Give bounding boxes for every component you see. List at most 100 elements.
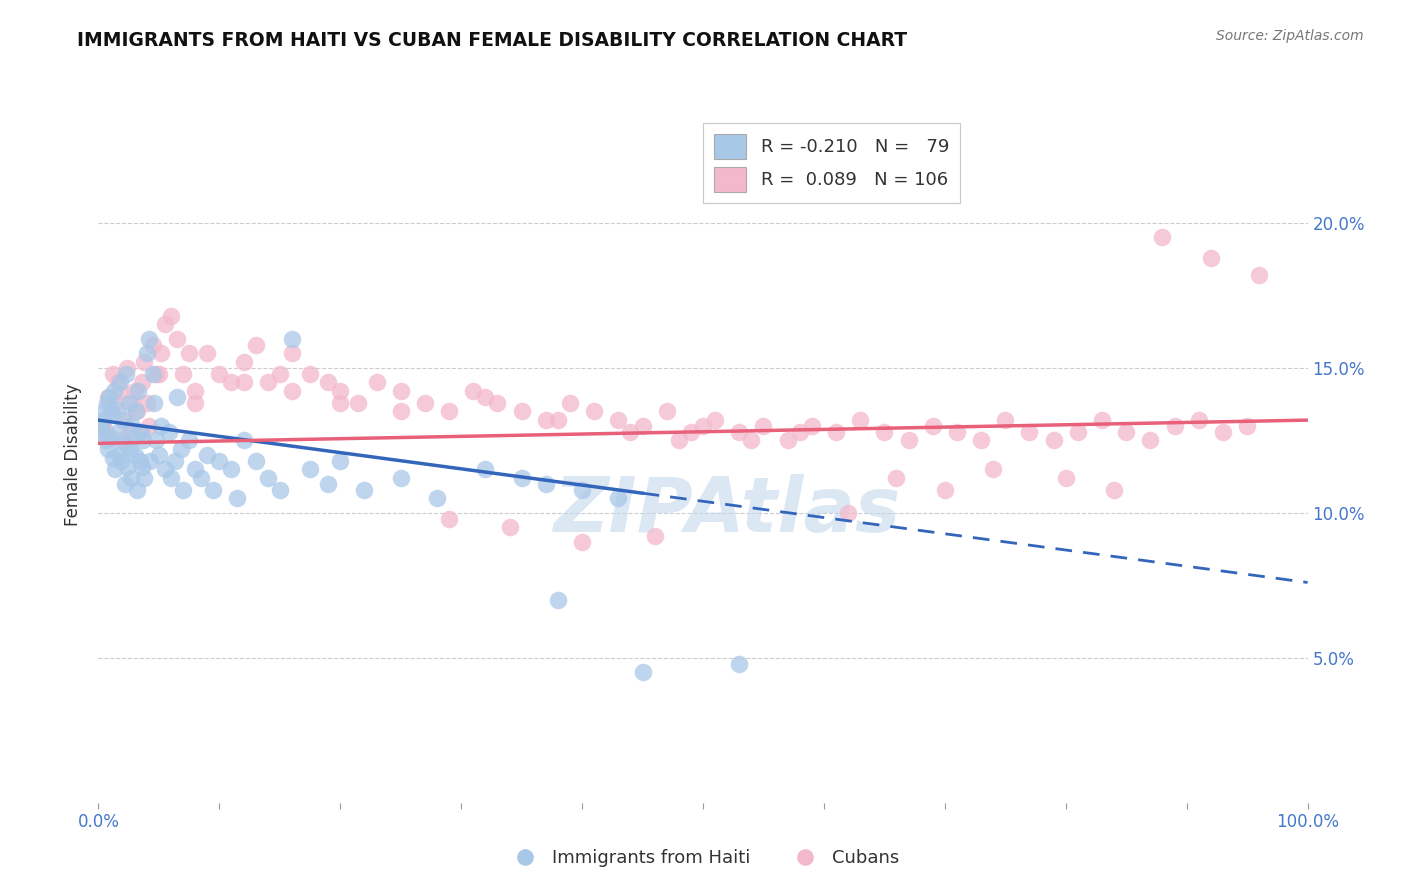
Point [138,418,160,433]
Point [91,418,114,433]
Point [202,483,225,497]
Point [534,413,557,427]
Point [1188,413,1211,427]
Point [619,425,641,439]
Legend: R = -0.210   N =   79, R =  0.089   N = 106: R = -0.210 N = 79, R = 0.089 N = 106 [703,123,960,203]
Point [122,430,145,444]
Point [128,453,150,467]
Point [118,442,141,456]
Point [426,491,449,506]
Point [169,442,191,456]
Point [281,384,304,398]
Point [571,534,593,549]
Point [153,462,176,476]
Point [135,395,157,409]
Point [547,413,569,427]
Point [679,425,702,439]
Point [510,471,533,485]
Point [558,395,581,409]
Point [125,404,148,418]
Point [148,448,170,462]
Point [970,434,993,448]
Point [104,462,127,476]
Point [299,462,322,476]
Point [474,390,496,404]
Point [150,418,173,433]
Point [1115,425,1137,439]
Text: Source: ZipAtlas.com: Source: ZipAtlas.com [1216,29,1364,43]
Point [107,425,129,439]
Point [101,367,124,381]
Point [413,395,436,409]
Point [208,453,231,467]
Point [740,434,762,448]
Point [692,418,714,433]
Point [98,390,121,404]
Point [837,506,859,520]
Point [103,384,125,398]
Point [117,360,139,375]
Point [1102,483,1125,497]
Y-axis label: Female Disability: Female Disability [65,384,83,526]
Point [101,450,124,465]
Point [131,459,153,474]
Point [256,471,278,485]
Point [94,434,117,448]
Point [114,476,136,491]
Legend: Immigrants from Haiti, Cubans: Immigrants from Haiti, Cubans [499,842,907,874]
Point [157,425,180,439]
Point [389,404,412,418]
Point [281,346,304,360]
Point [547,592,569,607]
Point [474,462,496,476]
Point [437,404,460,418]
Point [776,434,799,448]
Point [166,332,188,346]
Point [184,384,207,398]
Point [115,367,138,381]
Point [190,471,212,485]
Point [583,404,606,418]
Point [221,376,243,390]
Point [134,471,156,485]
Point [897,434,920,448]
Point [208,367,231,381]
Point [97,442,120,456]
Point [353,483,375,497]
Point [232,376,254,390]
Point [97,390,120,404]
Point [127,483,149,497]
Point [142,337,165,351]
Point [299,367,322,381]
Point [789,425,811,439]
Point [946,425,969,439]
Point [510,404,533,418]
Point [329,384,352,398]
Point [110,453,132,467]
Point [1018,425,1040,439]
Point [153,318,176,332]
Point [800,418,823,433]
Point [100,407,122,421]
Point [127,404,149,418]
Point [347,395,370,409]
Point [184,395,207,409]
Point [1139,434,1161,448]
Point [104,395,127,409]
Point [195,346,218,360]
Point [135,346,157,360]
Point [121,418,143,433]
Point [138,332,160,346]
Point [134,355,156,369]
Point [226,491,249,506]
Point [256,376,278,390]
Point [127,384,149,398]
Point [118,425,141,439]
Point [232,434,254,448]
Point [704,413,727,427]
Point [184,462,207,476]
Point [728,425,751,439]
Point [245,337,267,351]
Point [108,384,131,398]
Point [1054,471,1077,485]
